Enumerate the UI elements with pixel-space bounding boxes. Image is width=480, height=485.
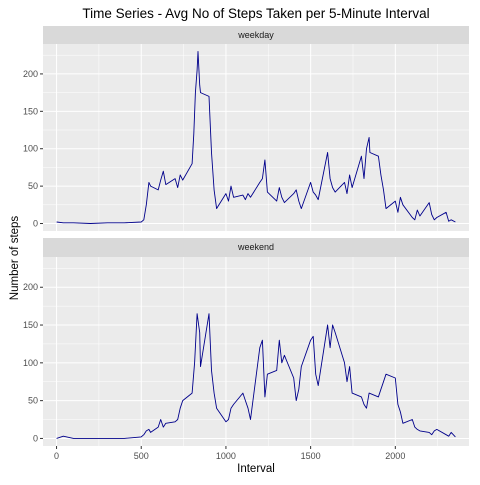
y-tick-label: 200 xyxy=(23,282,38,292)
series-line-weekday xyxy=(56,51,456,224)
facet-strip xyxy=(43,26,469,44)
facet-strip xyxy=(43,238,469,257)
y-tick-label: 0 xyxy=(33,219,38,229)
y-axis-label: Number of steps xyxy=(9,216,21,301)
y-tick-label: 150 xyxy=(23,320,38,330)
y-tick-label: 50 xyxy=(28,181,38,191)
x-tick-label: 0 xyxy=(54,451,59,461)
facet-strip-label: weekend xyxy=(237,242,274,252)
x-tick-label: 2000 xyxy=(385,451,405,461)
panel-background xyxy=(43,257,469,446)
panel-weekday: weekday 0 50 100 150 200 xyxy=(23,26,469,231)
x-tick-label: 1000 xyxy=(216,451,236,461)
y-tick-label: 150 xyxy=(23,106,38,116)
x-tick-label: 1500 xyxy=(301,451,321,461)
panel-background xyxy=(43,44,469,231)
facet-strip-label: weekday xyxy=(237,30,274,40)
panel-weekend: weekend 0 50 100 150 200 xyxy=(23,238,469,446)
y-tick-label: 200 xyxy=(23,69,38,79)
series-line-weekend xyxy=(56,313,456,439)
chart-title: Time Series - Avg No of Steps Taken per … xyxy=(82,6,429,21)
y-tick-label: 100 xyxy=(23,358,38,368)
y-tick-label: 100 xyxy=(23,144,38,154)
y-tick-label: 50 xyxy=(28,396,38,406)
x-axis-label: Interval xyxy=(237,463,275,475)
y-tick-label: 0 xyxy=(33,433,38,443)
x-tick-label: 500 xyxy=(134,451,149,461)
